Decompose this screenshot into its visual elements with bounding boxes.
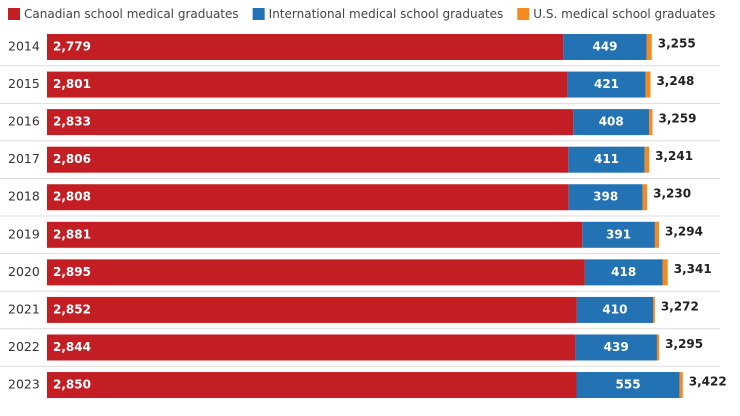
y-tick-label: 2016	[8, 114, 40, 129]
bar-segment	[644, 146, 650, 173]
value-label: 2,895	[53, 265, 91, 279]
total-label: 3,272	[661, 299, 699, 313]
legend-swatch	[8, 8, 20, 20]
bar-segment	[679, 372, 683, 399]
value-label: 439	[604, 340, 629, 354]
value-label: 410	[602, 302, 627, 316]
total-label: 3,259	[658, 112, 696, 126]
value-label: 2,881	[53, 227, 91, 241]
bar-segment	[584, 259, 663, 286]
total-label: 3,241	[655, 149, 693, 163]
bar-segment	[656, 334, 660, 361]
bar-segment	[47, 372, 577, 399]
total-label: 3,294	[665, 224, 703, 238]
bar-segment	[662, 259, 668, 286]
value-label: 2,779	[53, 40, 91, 54]
total-label: 3,248	[656, 74, 694, 88]
bar-segment	[47, 71, 568, 98]
bar-segment	[47, 146, 569, 173]
bar-segment	[568, 146, 645, 173]
bar-segment	[47, 184, 569, 211]
y-tick-label: 2019	[8, 226, 40, 241]
legend-swatch	[517, 8, 530, 20]
value-label: 2,806	[53, 152, 91, 166]
bar-segment	[576, 372, 680, 399]
value-label: 408	[599, 115, 624, 129]
value-label: 421	[594, 77, 619, 91]
bar-segment	[645, 71, 651, 98]
total-label: 3,295	[665, 337, 703, 351]
bar-segment	[582, 221, 655, 248]
value-label: 2,833	[53, 115, 91, 129]
total-label: 3,230	[653, 187, 691, 201]
value-label: 555	[616, 378, 641, 392]
bar-segment	[567, 71, 646, 98]
bar-segment	[47, 259, 585, 286]
bar-segment	[47, 109, 574, 136]
bar-segment	[642, 184, 648, 211]
value-label: 2,801	[53, 77, 91, 91]
bar-segment	[576, 296, 654, 323]
value-label: 2,850	[53, 378, 91, 392]
value-label: 449	[592, 40, 617, 54]
legend-label: International medical school graduates	[269, 7, 504, 21]
value-label: 2,808	[53, 190, 91, 204]
y-tick-label: 2017	[8, 151, 40, 166]
y-tick-label: 2015	[8, 76, 40, 91]
bar-segment	[47, 296, 577, 323]
bar-segment	[654, 221, 659, 248]
total-label: 3,341	[674, 262, 712, 276]
legend-label: U.S. medical school graduates	[533, 7, 715, 21]
bar-segment	[563, 34, 647, 60]
bar-segment	[47, 334, 576, 361]
bar-segment	[646, 34, 652, 60]
bar-segment	[653, 296, 655, 323]
total-label: 3,255	[658, 37, 696, 51]
bar-segment	[47, 221, 583, 248]
bar-segment	[47, 34, 564, 60]
y-tick-label: 2021	[8, 301, 40, 316]
value-label: 398	[593, 190, 618, 204]
value-label: 391	[606, 227, 631, 241]
y-tick-label: 2018	[8, 189, 40, 204]
y-tick-label: 2023	[8, 377, 40, 392]
value-label: 411	[594, 152, 619, 166]
y-tick-label: 2022	[8, 339, 40, 354]
bar-segment	[568, 184, 643, 211]
value-label: 2,852	[53, 302, 91, 316]
bar-segment	[649, 109, 653, 136]
total-label: 3,422	[689, 375, 727, 389]
value-label: 2,844	[53, 340, 91, 354]
value-label: 418	[611, 265, 636, 279]
y-tick-label: 2014	[8, 39, 40, 54]
legend-swatch	[252, 8, 265, 20]
bar-segment	[573, 109, 650, 136]
y-tick-label: 2020	[8, 264, 40, 279]
legend-label: Canadian school medical graduates	[24, 7, 239, 21]
bar-segment	[575, 334, 657, 361]
